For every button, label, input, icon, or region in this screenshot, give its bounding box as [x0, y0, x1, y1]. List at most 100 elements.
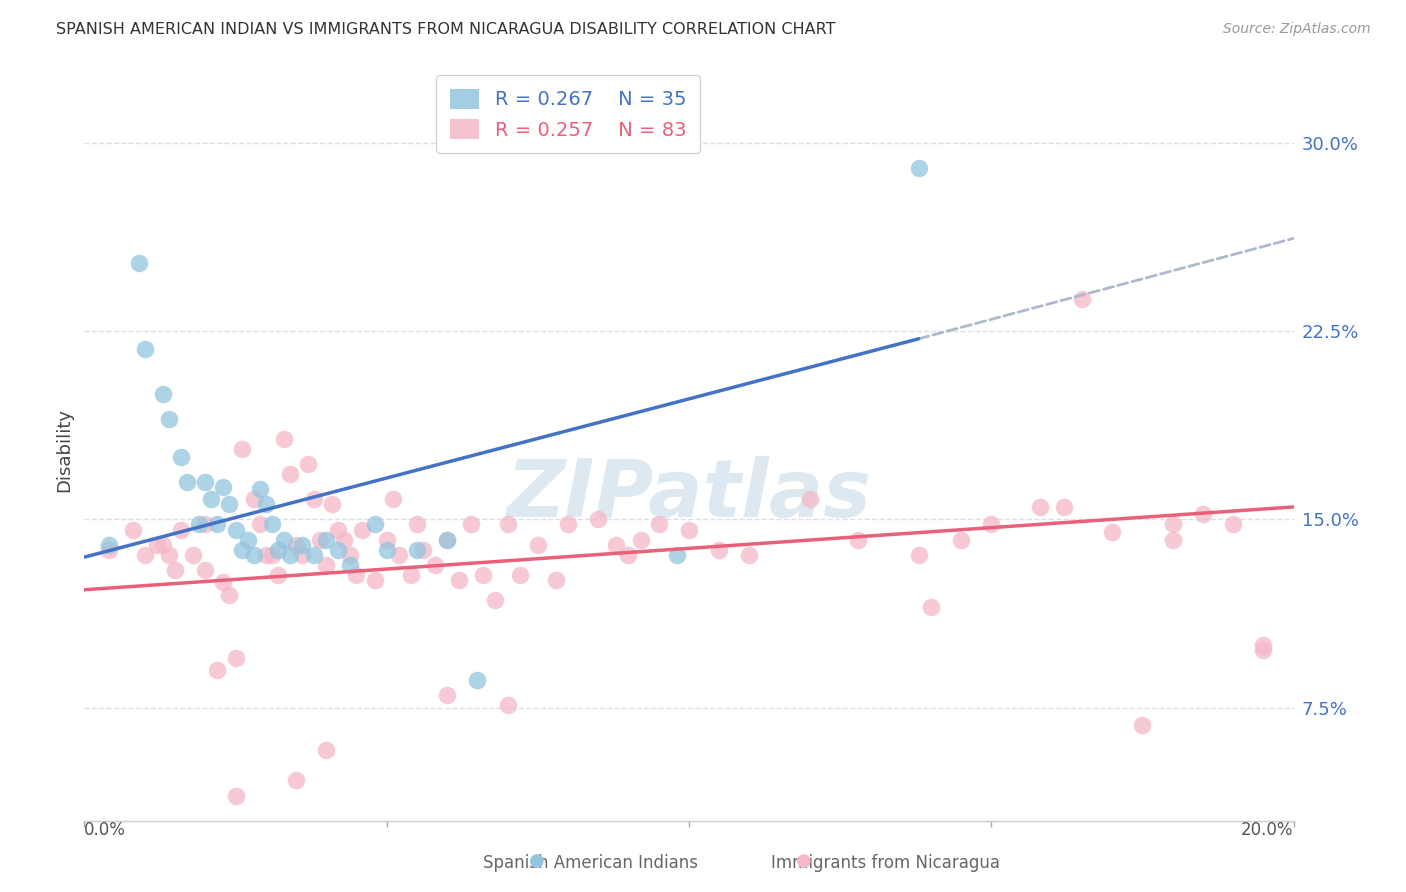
Point — [128, 256, 150, 270]
Point — [950, 533, 973, 547]
Point — [846, 533, 869, 547]
Point — [399, 567, 422, 582]
Y-axis label: Disability: Disability — [55, 409, 73, 492]
Point — [496, 698, 519, 713]
Point — [267, 542, 290, 557]
Point — [273, 432, 295, 446]
Point — [315, 533, 337, 547]
Point — [225, 650, 247, 665]
Point — [207, 517, 229, 532]
Point — [315, 743, 337, 757]
Point — [218, 588, 240, 602]
Point — [406, 517, 429, 532]
Point — [1161, 533, 1184, 547]
Point — [218, 497, 240, 511]
Point — [152, 538, 174, 552]
Point — [170, 523, 193, 537]
Point — [212, 575, 235, 590]
Point — [799, 492, 821, 507]
Point — [273, 533, 295, 547]
Point — [260, 517, 283, 532]
Text: ●: ● — [529, 852, 546, 870]
Point — [1161, 517, 1184, 532]
Point — [709, 542, 731, 557]
Point — [406, 542, 429, 557]
Point — [617, 548, 640, 562]
Point — [557, 517, 579, 532]
Point — [291, 538, 314, 552]
Point — [97, 542, 120, 557]
Point — [242, 492, 264, 507]
Text: ●: ● — [796, 852, 813, 870]
Point — [436, 688, 458, 702]
Point — [436, 533, 458, 547]
Point — [285, 538, 308, 552]
Point — [260, 548, 283, 562]
Point — [315, 558, 337, 572]
Point — [328, 542, 350, 557]
Point — [278, 467, 301, 482]
Point — [436, 533, 458, 547]
Point — [170, 450, 193, 464]
Text: Source: ZipAtlas.com: Source: ZipAtlas.com — [1223, 22, 1371, 37]
Point — [278, 548, 301, 562]
Point — [907, 161, 929, 175]
Point — [363, 517, 385, 532]
Point — [339, 548, 361, 562]
Point — [1028, 500, 1050, 514]
Point — [225, 789, 247, 803]
Legend: R = 0.267    N = 35, R = 0.257    N = 83: R = 0.267 N = 35, R = 0.257 N = 83 — [436, 75, 700, 153]
Point — [297, 457, 319, 471]
Point — [472, 567, 495, 582]
Point — [1071, 292, 1094, 306]
Point — [339, 558, 361, 572]
Point — [207, 663, 229, 677]
Point — [460, 517, 482, 532]
Point — [375, 542, 398, 557]
Point — [321, 497, 343, 511]
Point — [134, 548, 156, 562]
Point — [352, 523, 374, 537]
Point — [449, 573, 471, 587]
Point — [375, 533, 398, 547]
Text: 20.0%: 20.0% — [1241, 821, 1294, 838]
Point — [291, 548, 314, 562]
Point — [363, 573, 385, 587]
Point — [165, 563, 187, 577]
Point — [605, 538, 627, 552]
Point — [157, 548, 180, 562]
Point — [236, 533, 259, 547]
Point — [1101, 524, 1123, 539]
Point — [1192, 508, 1215, 522]
Point — [200, 492, 222, 507]
Point — [249, 483, 271, 497]
Point — [231, 442, 253, 457]
Point — [381, 492, 404, 507]
Point — [302, 492, 325, 507]
Point — [467, 673, 489, 687]
Point — [907, 548, 929, 562]
Point — [194, 517, 217, 532]
Point — [388, 548, 411, 562]
Point — [1253, 643, 1275, 657]
Point — [665, 548, 688, 562]
Point — [527, 538, 550, 552]
Point — [544, 573, 567, 587]
Text: Immigrants from Nicaragua: Immigrants from Nicaragua — [772, 855, 1000, 872]
Point — [152, 387, 174, 401]
Point — [1222, 517, 1244, 532]
Point — [121, 523, 143, 537]
Point — [1130, 718, 1153, 732]
Point — [648, 517, 671, 532]
Point — [176, 475, 198, 489]
Point — [412, 542, 434, 557]
Point — [484, 592, 506, 607]
Point — [188, 517, 211, 532]
Point — [249, 517, 271, 532]
Point — [97, 538, 120, 552]
Point — [194, 563, 217, 577]
Point — [1053, 500, 1076, 514]
Point — [254, 548, 277, 562]
Point — [181, 548, 204, 562]
Point — [225, 523, 247, 537]
